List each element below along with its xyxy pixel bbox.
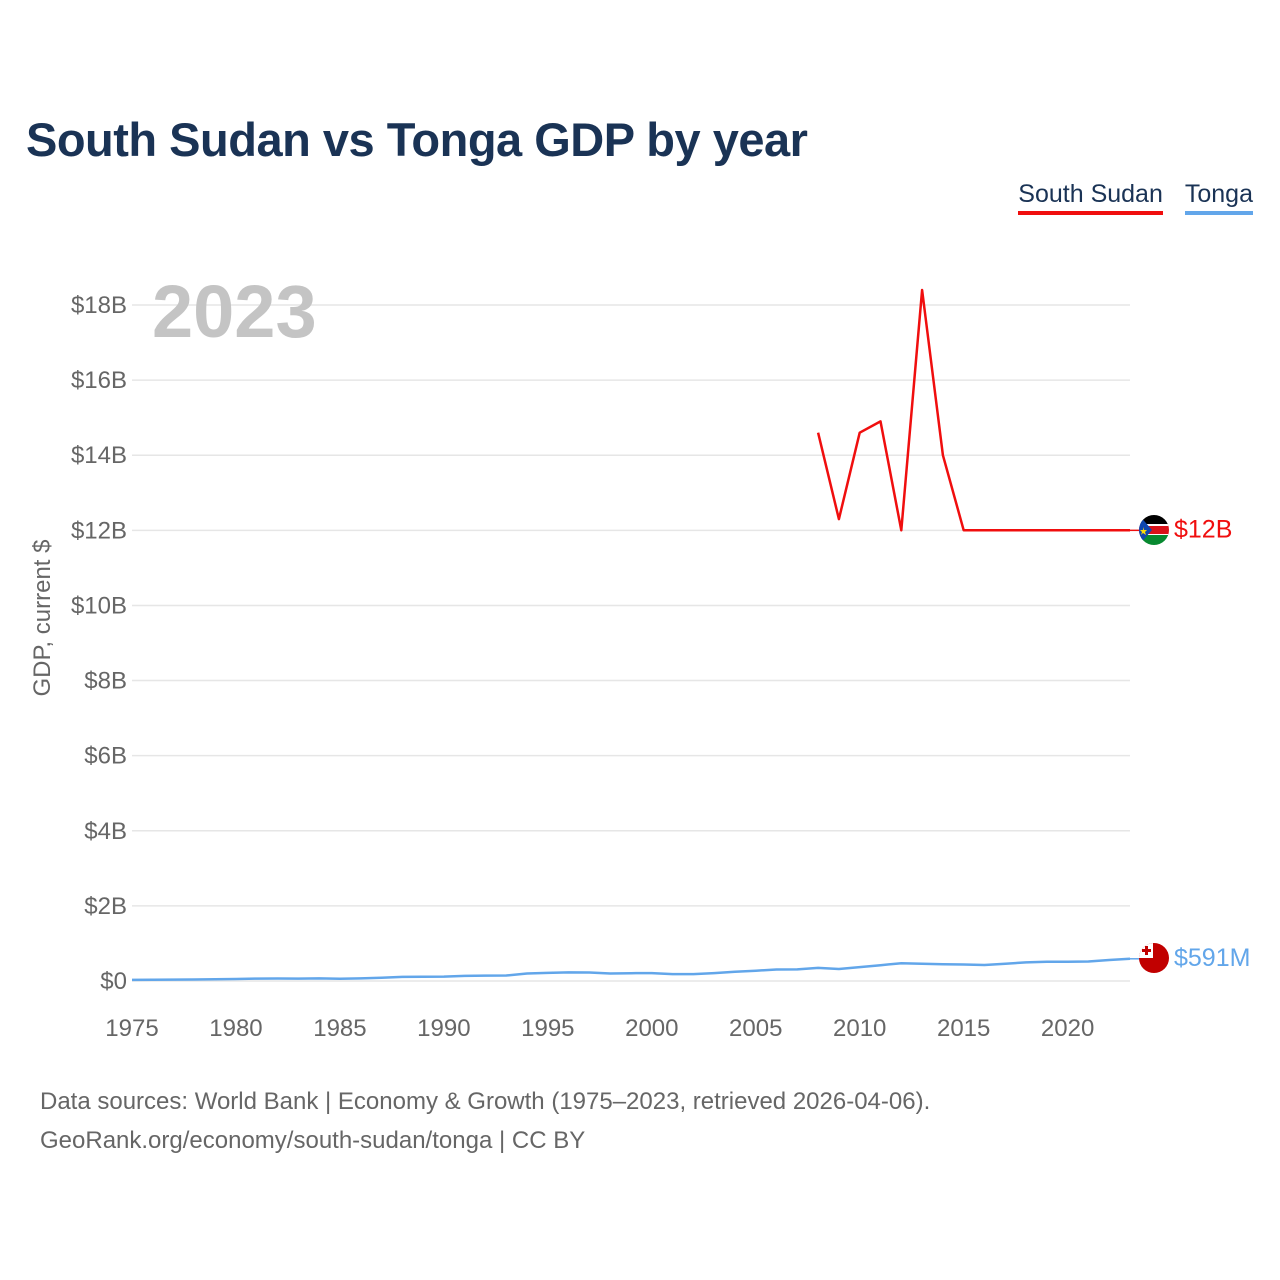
legend: South Sudan Tonga bbox=[1018, 180, 1253, 215]
y-tick-label: $10B bbox=[71, 592, 127, 619]
chart-title: South Sudan vs Tonga GDP by year bbox=[26, 113, 808, 166]
x-tick-label: 1975 bbox=[105, 1015, 158, 1042]
south-sudan-flag-icon bbox=[1139, 515, 1169, 545]
tonga-flag-icon bbox=[1139, 943, 1169, 973]
y-tick-label: $6B bbox=[84, 743, 127, 770]
x-tick-label: 1995 bbox=[521, 1015, 574, 1042]
y-axis-label: GDP, current $ bbox=[29, 540, 56, 697]
y-tick-label: $0 bbox=[100, 968, 127, 995]
year-label: 2023 bbox=[152, 270, 317, 353]
legend-item-tonga[interactable]: Tonga bbox=[1184, 180, 1253, 215]
gdp-line-chart: $0 $2B $4B $6B $8B $10B $12B $14B $16B $18B 1975 1… bbox=[29, 270, 1250, 1042]
source-line-1: Data sources: World Bank | Economy & Gro… bbox=[40, 1088, 931, 1115]
legend-item-south-sudan[interactable]: South Sudan bbox=[1018, 180, 1163, 215]
x-tick-label: 1980 bbox=[209, 1015, 262, 1042]
x-tick-label: 2020 bbox=[1041, 1015, 1094, 1042]
y-tick-label: $18B bbox=[71, 292, 127, 319]
y-tick-label: $8B bbox=[84, 668, 127, 695]
data-source-note: Data sources: World Bank | Economy & Gro… bbox=[40, 1082, 930, 1160]
y-tick-label: $2B bbox=[84, 893, 127, 920]
y-tick-label: $12B bbox=[71, 517, 127, 544]
x-tick-label: 1990 bbox=[417, 1015, 470, 1042]
x-tick-label: 2000 bbox=[625, 1015, 678, 1042]
x-tick-label: 2010 bbox=[833, 1015, 886, 1042]
series-line-tonga[interactable] bbox=[131, 957, 1131, 982]
y-tick-label: $4B bbox=[84, 818, 127, 845]
x-tick-label: 2015 bbox=[937, 1015, 990, 1042]
source-line-2[interactable]: GeoRank.org/economy/south-sudan/tonga | … bbox=[40, 1127, 586, 1154]
end-value-label-south-sudan: $12B bbox=[1174, 515, 1232, 543]
y-tick-label: $16B bbox=[71, 367, 127, 394]
end-value-label-tonga: $591M bbox=[1174, 944, 1250, 972]
x-tick-label: 2005 bbox=[729, 1015, 782, 1042]
x-tick-label: 1985 bbox=[313, 1015, 366, 1042]
series-line-south-sudan[interactable] bbox=[816, 288, 1130, 532]
y-tick-label: $14B bbox=[71, 442, 127, 469]
